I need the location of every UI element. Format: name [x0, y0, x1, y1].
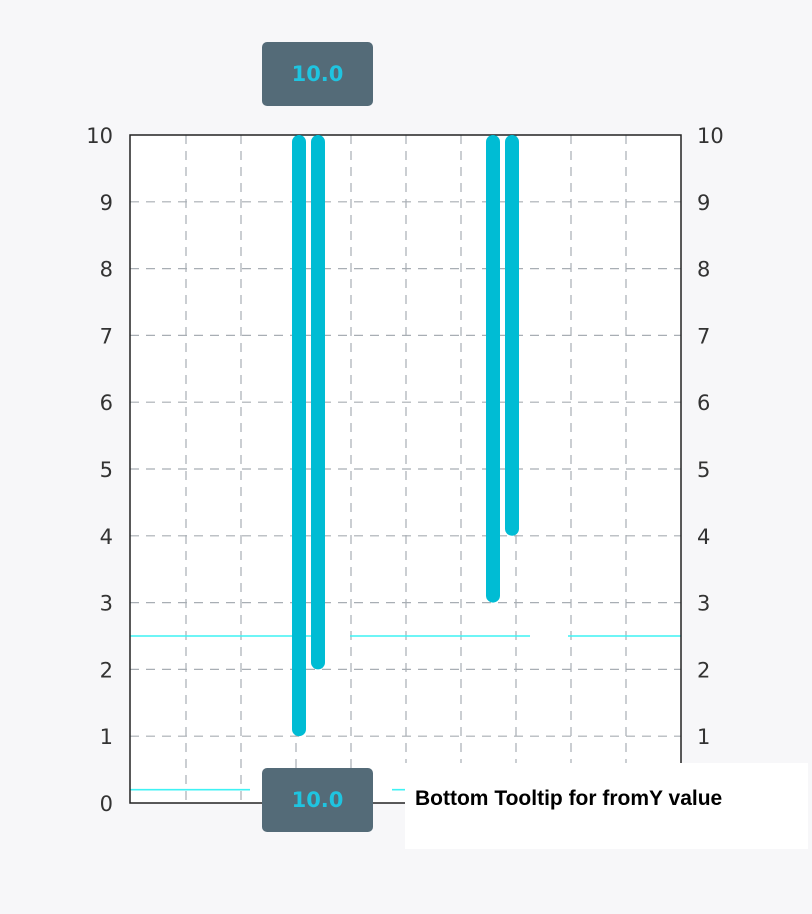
y-tick-label-left: 7 [100, 324, 113, 348]
y-tick-label-left: 5 [100, 458, 113, 482]
caption-text: Bottom Tooltip for fromY value [415, 787, 723, 810]
y-tick-label-right: 10 [697, 124, 724, 148]
y-tick-label-right: 8 [697, 258, 710, 282]
y-tick-label-right: 4 [697, 525, 710, 549]
y-tick-label-right: 7 [697, 324, 710, 348]
y-tick-label-left: 2 [100, 658, 113, 682]
y-tick-label-right: 5 [697, 458, 710, 482]
y-tick-label-left: 1 [100, 725, 113, 749]
bottom-tooltip-value: 10.0 [291, 788, 344, 812]
y-tick-label-right: 6 [697, 391, 710, 415]
y-tick-label-right: 9 [697, 191, 710, 215]
y-tick-label-left: 8 [100, 258, 113, 282]
y-tick-label-left: 10 [86, 124, 113, 148]
bottom-tooltip: 10.0 [262, 768, 373, 832]
y-tick-label-right: 3 [697, 592, 710, 616]
y-tick-label-left: 4 [100, 525, 113, 549]
y-tick-label-right: 1 [697, 725, 710, 749]
caption-box: Bottom Tooltip for fromY value [405, 763, 808, 849]
top-tooltip-value: 10.0 [291, 62, 344, 86]
y-tick-label-left: 6 [100, 391, 113, 415]
y-tick-label-left: 0 [100, 792, 113, 816]
y-tick-label-left: 3 [100, 592, 113, 616]
top-tooltip: 10.0 [262, 42, 373, 106]
y-tick-label-right: 2 [697, 658, 710, 682]
y-tick-label-left: 9 [100, 191, 113, 215]
